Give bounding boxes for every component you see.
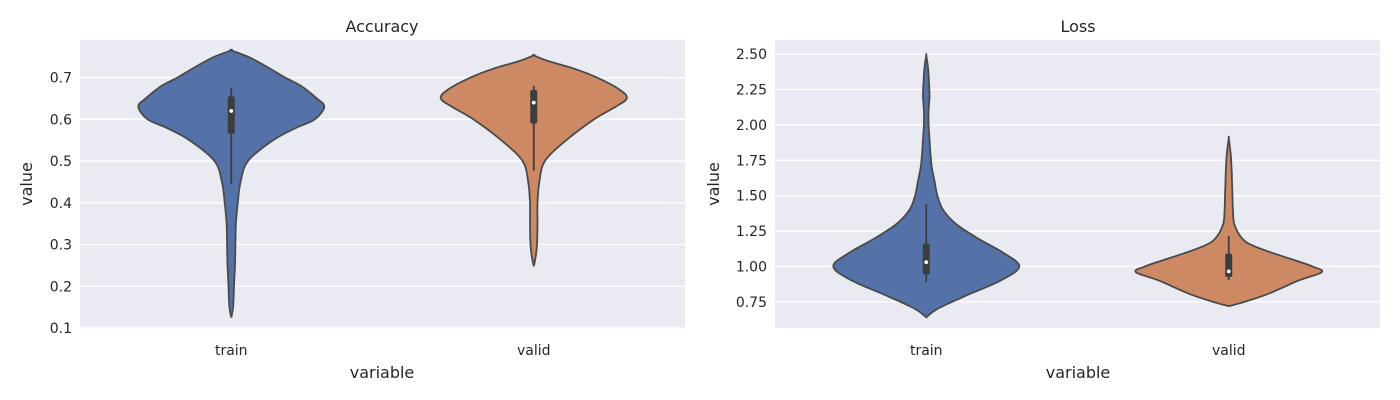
- accuracy-x-ticks: train valid: [215, 343, 551, 359]
- accuracy-median-train: [229, 109, 234, 113]
- loss-y-tick-label: 2.50: [736, 47, 767, 63]
- accuracy-iqr-box-valid: [530, 90, 538, 124]
- accuracy-x-tick-label: train: [215, 343, 248, 359]
- loss-x-tick-label: valid: [1212, 343, 1246, 359]
- loss-y-tick-label: 1.25: [736, 224, 767, 240]
- loss-y-tick-label: 2.25: [736, 83, 767, 99]
- accuracy-y-tick-label: 0.5: [50, 154, 72, 170]
- loss-gridlines: [775, 53, 1380, 303]
- loss-panel: 0.75 1.00 1.25 1.50 1.75 2.00 2.25 2.50 train va…: [704, 17, 1380, 382]
- accuracy-y-tick-label: 0.3: [50, 238, 72, 254]
- loss-y-tick-label: 1.00: [736, 259, 767, 275]
- accuracy-median-valid: [531, 100, 536, 105]
- loss-violin-valid: [1134, 135, 1324, 308]
- loss-iqr-box-train: [922, 243, 930, 275]
- loss-y-label: value: [704, 162, 723, 206]
- loss-median-valid: [1226, 269, 1231, 274]
- accuracy-violins: [137, 48, 628, 318]
- accuracy-iqr-box-train: [227, 96, 235, 134]
- accuracy-y-ticks: 0.1 0.2 0.3 0.4 0.5 0.6 0.7: [50, 71, 72, 337]
- loss-violin-train: [832, 53, 1021, 319]
- accuracy-y-tick-label: 0.2: [50, 279, 72, 295]
- accuracy-y-tick-label: 0.7: [50, 71, 72, 87]
- loss-violins: [832, 53, 1324, 319]
- loss-median-train: [924, 260, 929, 265]
- loss-y-tick-label: 1.50: [736, 189, 767, 205]
- accuracy-title: Accuracy: [345, 17, 418, 36]
- accuracy-y-label: value: [17, 162, 36, 206]
- loss-iqr-box-valid: [1225, 253, 1233, 278]
- accuracy-x-label: variable: [350, 363, 415, 382]
- accuracy-panel: 0.1 0.2 0.3 0.4 0.5 0.6 0.7 train valid Accurac…: [17, 17, 685, 382]
- loss-y-tick-label: 2.00: [736, 118, 767, 134]
- accuracy-x-tick-label: valid: [517, 343, 551, 359]
- accuracy-y-tick-label: 0.1: [50, 321, 72, 337]
- loss-x-tick-label: train: [910, 343, 943, 359]
- accuracy-y-tick-label: 0.4: [50, 196, 72, 212]
- accuracy-y-tick-label: 0.6: [50, 112, 72, 128]
- loss-x-ticks: train valid: [910, 343, 1246, 359]
- loss-title: Loss: [1060, 17, 1095, 36]
- loss-x-label: variable: [1046, 363, 1111, 382]
- loss-y-ticks: 0.75 1.00 1.25 1.50 1.75 2.00 2.25 2.50: [736, 47, 767, 311]
- loss-y-tick-label: 1.75: [736, 153, 767, 169]
- loss-y-tick-label: 0.75: [736, 295, 767, 311]
